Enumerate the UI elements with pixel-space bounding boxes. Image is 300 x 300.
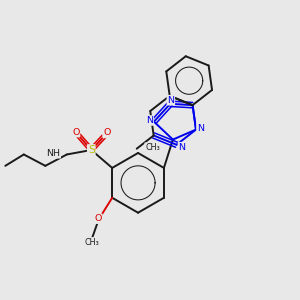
Text: NH: NH [46, 149, 60, 158]
Text: N: N [178, 142, 185, 152]
Text: CH₃: CH₃ [145, 143, 160, 152]
Text: O: O [72, 128, 80, 136]
Text: N: N [146, 116, 153, 125]
Text: CH₃: CH₃ [84, 238, 99, 247]
Text: O: O [103, 128, 110, 137]
Text: N: N [167, 96, 174, 105]
Text: O: O [94, 214, 102, 223]
Text: N: N [197, 124, 204, 133]
Text: S: S [88, 145, 95, 155]
